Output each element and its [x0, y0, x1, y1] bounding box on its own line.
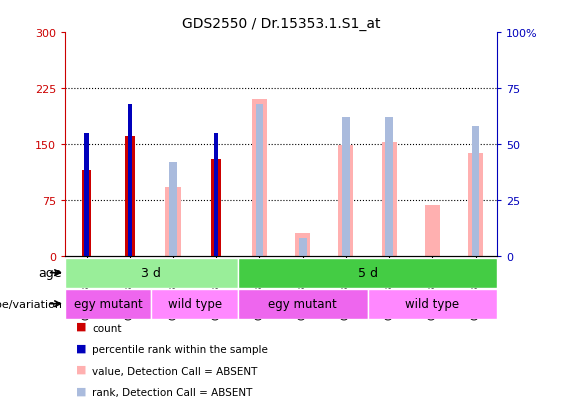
Text: percentile rank within the sample: percentile rank within the sample — [92, 344, 268, 354]
Text: ■: ■ — [76, 342, 87, 352]
Bar — [125, 137, 134, 256]
Title: GDS2550 / Dr.15353.1.S1_at: GDS2550 / Dr.15353.1.S1_at — [182, 17, 380, 31]
Bar — [299, 238, 307, 256]
Text: rank, Detection Call = ABSENT: rank, Detection Call = ABSENT — [92, 387, 253, 397]
Text: wild type: wild type — [405, 297, 459, 311]
Text: genotype/variation: genotype/variation — [0, 299, 62, 309]
Bar — [166, 188, 181, 256]
Text: wild type: wild type — [168, 297, 221, 311]
Text: ■: ■ — [76, 385, 87, 395]
Bar — [65, 258, 238, 288]
Bar — [238, 289, 368, 319]
Text: egy mutant: egy mutant — [74, 297, 142, 311]
Bar — [128, 104, 132, 256]
Bar — [367, 289, 497, 319]
Text: age: age — [38, 266, 62, 280]
Text: 3 d: 3 d — [141, 266, 162, 280]
Bar — [169, 162, 177, 256]
Text: ■: ■ — [76, 321, 87, 331]
Bar — [425, 206, 440, 256]
Text: egy mutant: egy mutant — [268, 297, 337, 311]
Text: ■: ■ — [76, 364, 87, 374]
Bar — [472, 127, 480, 256]
Text: count: count — [92, 323, 121, 333]
Bar — [214, 133, 219, 256]
Text: 5 d: 5 d — [358, 266, 377, 280]
Bar — [82, 171, 92, 256]
Bar — [252, 100, 267, 256]
Bar — [238, 258, 497, 288]
Bar — [255, 104, 263, 256]
Bar — [381, 142, 397, 256]
Bar — [84, 133, 89, 256]
Bar — [338, 146, 354, 256]
Bar — [468, 154, 483, 256]
Bar — [151, 289, 238, 319]
Bar — [295, 234, 310, 256]
Bar — [342, 118, 350, 256]
Bar — [211, 159, 221, 256]
Bar — [385, 118, 393, 256]
Bar — [65, 289, 151, 319]
Text: value, Detection Call = ABSENT: value, Detection Call = ABSENT — [92, 366, 258, 376]
